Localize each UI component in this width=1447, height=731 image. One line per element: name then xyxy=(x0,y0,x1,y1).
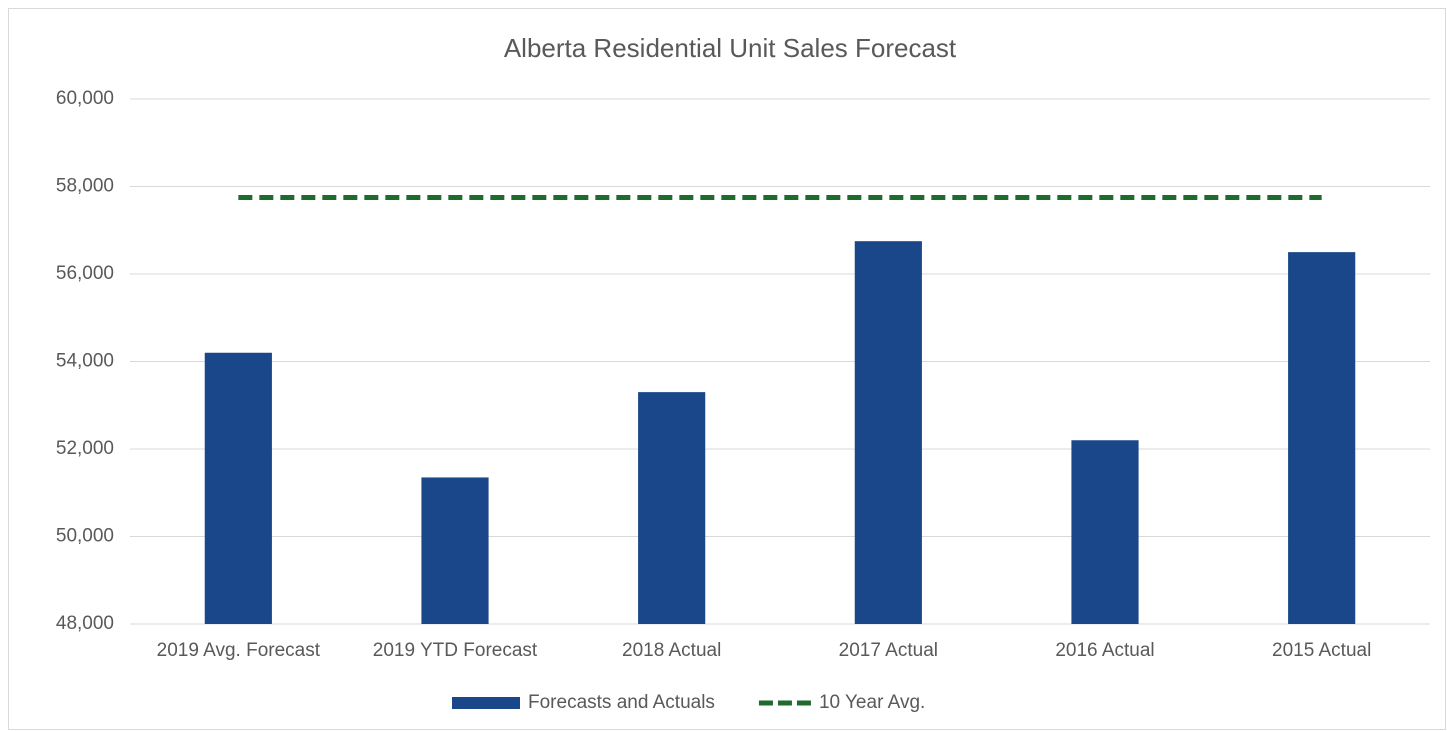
y-tick-label: 50,000 xyxy=(56,526,114,547)
y-tick-label: 58,000 xyxy=(56,176,114,197)
legend-label: 10 Year Avg. xyxy=(819,692,925,713)
bar xyxy=(1288,252,1356,624)
legend-swatch xyxy=(452,697,520,709)
bar xyxy=(204,352,272,624)
x-tick-label: 2019 Avg. Forecast xyxy=(157,640,321,661)
y-tick-label: 56,000 xyxy=(56,263,114,284)
y-tick-label: 52,000 xyxy=(56,438,114,459)
chart-title: Alberta Residential Unit Sales Forecast xyxy=(504,33,957,63)
x-tick-label: 2017 Actual xyxy=(839,640,938,661)
x-tick-label: 2015 Actual xyxy=(1272,640,1371,661)
bar xyxy=(1071,440,1139,624)
x-tick-label: 2018 Actual xyxy=(622,640,721,661)
bar xyxy=(854,241,922,624)
y-tick-label: 48,000 xyxy=(56,613,114,634)
y-tick-label: 54,000 xyxy=(56,351,114,372)
y-tick-label: 60,000 xyxy=(56,88,114,109)
legend-label: Forecasts and Actuals xyxy=(528,692,715,713)
x-tick-label: 2019 YTD Forecast xyxy=(373,640,538,661)
x-tick-label: 2016 Actual xyxy=(1055,640,1154,661)
bar xyxy=(421,477,489,624)
bar xyxy=(638,392,706,624)
